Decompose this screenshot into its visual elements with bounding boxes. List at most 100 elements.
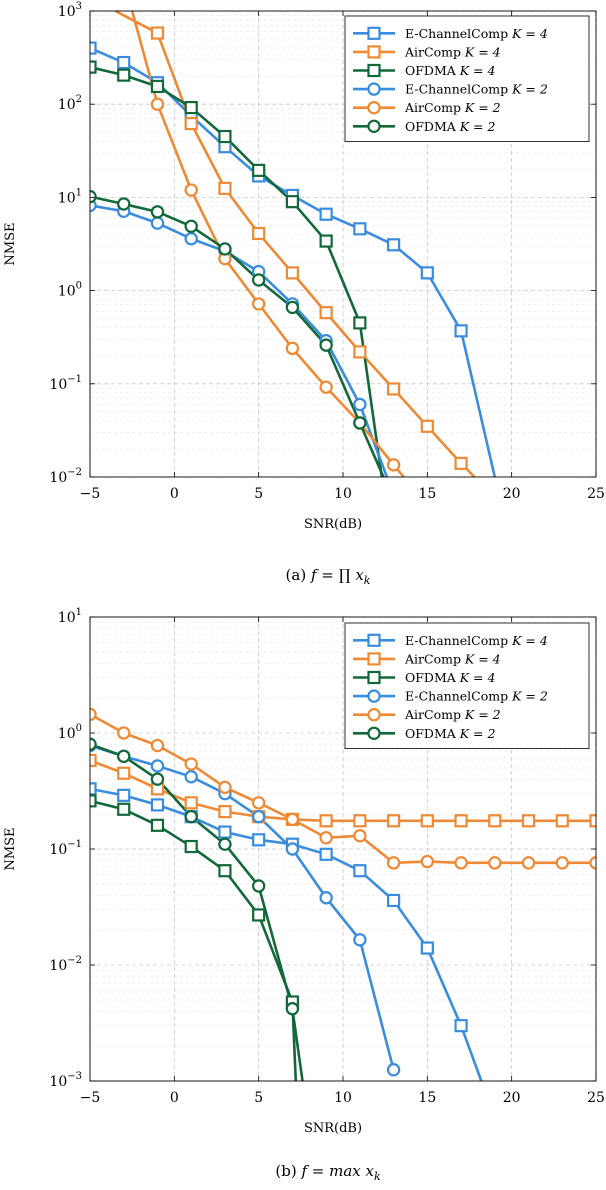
y-tick-label: 101 xyxy=(58,607,82,626)
marker-aircomp-4 xyxy=(353,345,367,359)
legend-label-e-channelcomp-4: E-ChannelComp K = 4 xyxy=(405,633,548,648)
y-tick-label: 10−1 xyxy=(49,839,82,858)
marker-e-channelcomp-4 xyxy=(218,825,232,839)
legend-label-aircomp-4: AirComp K = 4 xyxy=(404,44,501,59)
marker-ofdma-4 xyxy=(353,316,367,330)
x-tick-label: 0 xyxy=(170,1090,179,1106)
legend-label-ofdma-2: OFDMA K = 2 xyxy=(405,119,496,134)
legend-label-aircomp-2: AirComp K = 2 xyxy=(404,707,501,722)
y-tick-label: 10−2 xyxy=(49,467,82,486)
marker-ofdma-2 xyxy=(184,219,198,233)
marker-aircomp-2 xyxy=(589,856,596,870)
y-tick-label: 102 xyxy=(58,94,82,113)
marker-aircomp-4 xyxy=(184,116,198,131)
marker-ofdma-2 xyxy=(353,416,367,430)
marker-ofdma-2 xyxy=(150,205,165,219)
series-line-e-channelcomp-2 xyxy=(90,204,389,477)
legend-label-aircomp-4: AirComp K = 4 xyxy=(404,651,501,666)
marker-aircomp-2 xyxy=(218,780,232,795)
marker-ofdma-4 xyxy=(319,234,333,248)
legend-marker-ofdma-4 xyxy=(367,63,381,78)
marker-e-channelcomp-4 xyxy=(420,941,434,955)
x-tick-label: 20 xyxy=(503,1090,521,1106)
marker-ofdma-4 xyxy=(184,839,198,854)
y-tick-label: 103 xyxy=(58,1,82,20)
marker-e-channelcomp-2 xyxy=(150,759,165,773)
x-tick-label: 5 xyxy=(254,486,263,502)
marker-ofdma-4 xyxy=(285,195,299,209)
marker-aircomp-4 xyxy=(420,814,434,828)
marker-aircomp-2 xyxy=(184,183,198,197)
legend-label-ofdma-2: OFDMA K = 2 xyxy=(405,726,496,741)
y-tick-label: 10−1 xyxy=(49,374,82,393)
marker-ofdma-2 xyxy=(184,809,198,824)
marker-ofdma-4 xyxy=(252,908,266,922)
legend-marker-e-channelcomp-2 xyxy=(367,82,381,96)
marker-aircomp-2 xyxy=(251,796,266,810)
marker-aircomp-2 xyxy=(555,856,569,870)
marker-aircomp-2 xyxy=(150,738,165,753)
marker-e-channelcomp-2 xyxy=(285,842,300,856)
marker-ofdma-4 xyxy=(90,794,97,808)
marker-aircomp-4 xyxy=(420,419,434,433)
legend-marker-e-channelcomp-4 xyxy=(367,26,381,40)
legend-marker-e-channelcomp-4 xyxy=(367,633,381,647)
marker-e-channelcomp-2 xyxy=(251,809,266,824)
marker-aircomp-4 xyxy=(488,814,502,828)
marker-aircomp-4 xyxy=(555,814,569,828)
legend-label-e-channelcomp-4: E-ChannelComp K = 4 xyxy=(405,26,548,41)
series-group xyxy=(90,11,497,477)
marker-aircomp-4 xyxy=(150,26,165,40)
marker-e-channelcomp-4 xyxy=(252,833,266,847)
x-tick-label: 25 xyxy=(587,1090,605,1106)
x-tick-label: 20 xyxy=(503,486,521,502)
marker-aircomp-2 xyxy=(521,856,536,870)
legend-label-aircomp-2: AirComp K = 2 xyxy=(404,100,501,115)
series-line-aircomp-2 xyxy=(130,11,405,477)
series-line-aircomp-2 xyxy=(90,713,596,865)
x-tick-label: 10 xyxy=(334,1090,352,1106)
x-tick-label: 15 xyxy=(418,486,436,502)
chart-panel-b: −5 0 5 10 15 20 25 10−3 10−2 10−1 100 101 SNR(dB) NMS… xyxy=(3,607,605,1183)
marker-e-channelcomp-4 xyxy=(117,788,131,802)
legend-marker-ofdma-2 xyxy=(367,726,381,741)
marker-aircomp-2 xyxy=(251,297,266,311)
marker-aircomp-4 xyxy=(252,226,266,241)
series-line-aircomp-4 xyxy=(90,759,596,823)
marker-aircomp-2 xyxy=(420,854,435,869)
marker-aircomp-2 xyxy=(488,856,502,870)
marker-e-channelcomp-2 xyxy=(184,232,198,246)
marker-e-channelcomp-2 xyxy=(353,397,367,412)
marker-aircomp-2 xyxy=(184,757,198,771)
marker-aircomp-2 xyxy=(285,341,300,356)
marker-aircomp-4 xyxy=(285,266,299,280)
figure-caption: (a) f = ∏ xk xyxy=(286,566,371,587)
legend-label-e-channelcomp-2: E-ChannelComp K = 2 xyxy=(405,82,548,97)
marker-ofdma-2 xyxy=(218,242,232,256)
y-tick-label: 100 xyxy=(58,281,82,300)
marker-aircomp-4 xyxy=(454,456,468,470)
series-group xyxy=(90,707,596,1081)
marker-ofdma-4 xyxy=(184,100,198,115)
legend-marker-ofdma-4 xyxy=(367,670,381,685)
series-line-e-channelcomp-4 xyxy=(90,787,483,1081)
y-tick-label: 10−2 xyxy=(49,955,82,974)
marker-ofdma-2 xyxy=(117,197,131,211)
y-axis-label: NMSE xyxy=(3,827,18,870)
marker-aircomp-4 xyxy=(218,181,232,195)
marker-ofdma-2 xyxy=(150,772,165,786)
marker-e-channelcomp-4 xyxy=(420,266,434,280)
marker-ofdma-4 xyxy=(218,864,232,878)
marker-ofdma-2 xyxy=(285,1002,300,1016)
x-tick-label: 10 xyxy=(334,486,352,502)
marker-aircomp-4 xyxy=(521,814,536,828)
marker-aircomp-2 xyxy=(319,831,333,845)
x-axis-label: SNR(dB) xyxy=(304,517,362,532)
marker-e-channelcomp-4 xyxy=(353,864,367,878)
marker-ofdma-4 xyxy=(218,129,232,144)
marker-aircomp-2 xyxy=(353,829,367,843)
x-tick-label: 25 xyxy=(587,486,605,502)
marker-aircomp-4 xyxy=(90,753,97,768)
legend-box xyxy=(344,622,590,749)
